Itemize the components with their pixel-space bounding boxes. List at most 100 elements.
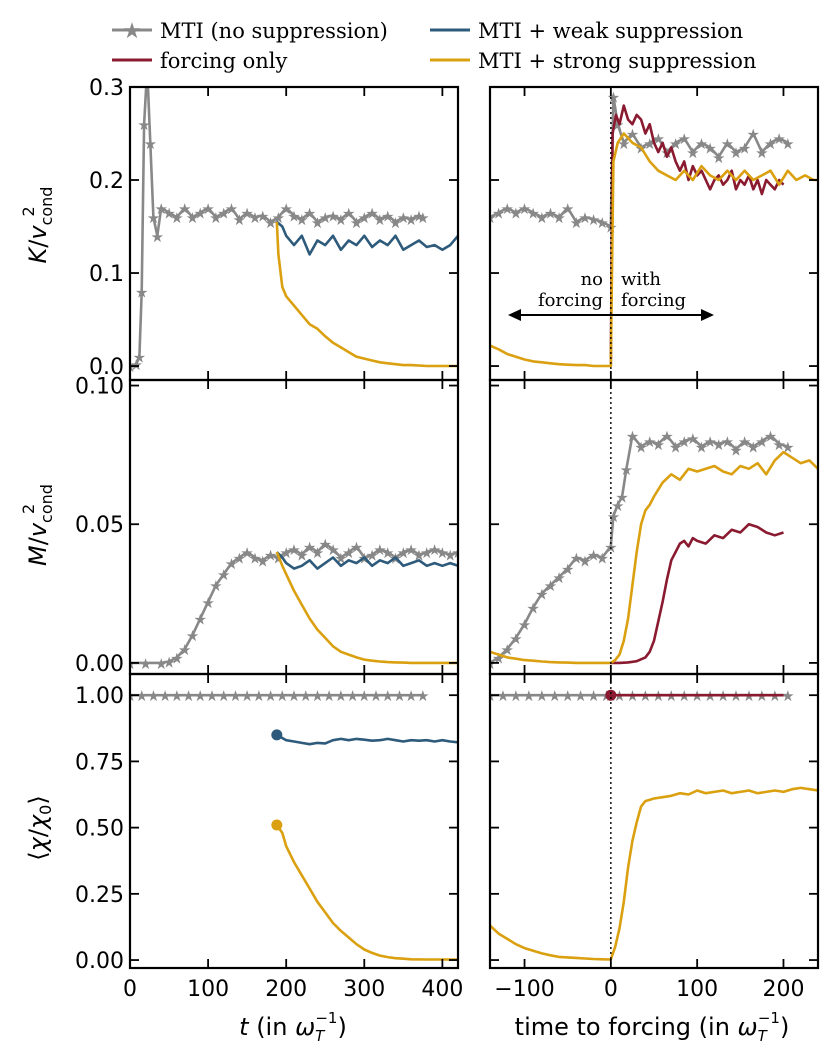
- star-marker: ★: [552, 569, 565, 587]
- star-marker: ★: [518, 200, 531, 218]
- star-marker: ★: [252, 687, 265, 705]
- y-tick-label: 0.50: [75, 817, 124, 842]
- star-marker: ★: [373, 211, 386, 229]
- star-marker: ★: [526, 599, 539, 617]
- star-marker: ★: [229, 687, 242, 705]
- star-marker: ★: [496, 687, 509, 705]
- star-marker: ★: [703, 139, 716, 157]
- panel-frame: [488, 378, 820, 676]
- star-marker: ★: [578, 552, 591, 570]
- star-marker: ★: [548, 687, 561, 705]
- forcing-annotation: no forcing with forcing: [508, 269, 714, 321]
- y-tick-label: 0.00: [75, 949, 124, 974]
- star-marker: ★: [170, 649, 183, 667]
- star-marker: ★: [350, 538, 363, 556]
- star-marker: ★: [397, 209, 410, 227]
- star-marker: ★: [209, 577, 222, 595]
- arrow-right-icon: [701, 309, 714, 321]
- star-marker: ★: [611, 497, 624, 515]
- star-marker: ★: [772, 436, 785, 454]
- star-marker: ★: [233, 550, 246, 568]
- star-marker: ★: [334, 211, 347, 229]
- y-tick-label: 0.05: [75, 513, 124, 538]
- star-marker: ★: [501, 641, 514, 659]
- x-axis-label-left: t (in ωT−1): [239, 1009, 347, 1045]
- star-marker: ★: [256, 207, 269, 225]
- star-marker: ★: [626, 427, 639, 445]
- star-marker: ★: [272, 209, 285, 227]
- star-marker: ★: [123, 655, 136, 673]
- star-marker: ★: [287, 207, 300, 225]
- start-dot-marker: [271, 819, 283, 831]
- y-tick-label: 0.2: [89, 169, 124, 194]
- star-marker: ★: [570, 550, 583, 568]
- star-marker: ★: [135, 687, 148, 705]
- star-marker: ★: [162, 654, 175, 672]
- star-marker: ★: [178, 641, 191, 659]
- star-marker: ★: [373, 541, 386, 559]
- star-marker: ★: [404, 541, 417, 559]
- star-marker: ★: [217, 205, 230, 223]
- star-marker: ★: [311, 214, 324, 232]
- star-marker: ★: [217, 566, 230, 584]
- star-marker: ★: [535, 586, 548, 604]
- star-marker: ★: [634, 439, 647, 457]
- star-marker: ★: [248, 209, 261, 227]
- star-marker: ★: [561, 200, 574, 218]
- star-marker: ★: [393, 687, 406, 705]
- start-dot-marker: [271, 729, 283, 741]
- y-axis-label-m: M/vcond2: [19, 484, 56, 566]
- star-marker: ★: [607, 88, 620, 106]
- series-line-mti-strong-suppression: [490, 132, 818, 368]
- star-marker: ★: [587, 547, 600, 565]
- star-marker: ★: [535, 687, 548, 705]
- legend-entry-forcing-only: forcing only: [112, 49, 287, 73]
- star-marker: ★: [194, 205, 207, 223]
- star-marker: ★: [147, 209, 160, 227]
- panel-r2-c0: ★★★★★★★★★★★★★★★★★★★★★★★★★★: [130, 687, 458, 961]
- star-marker: ★: [451, 544, 464, 562]
- star-marker: ★: [492, 205, 505, 223]
- star-marker: ★: [201, 200, 214, 218]
- panel-frame: [128, 378, 460, 676]
- star-marker: ★: [721, 135, 734, 153]
- star-marker: ★: [643, 433, 656, 451]
- x-tick-label: 100: [676, 977, 718, 1002]
- star-marker: ★: [365, 547, 378, 565]
- star-marker: ★: [738, 139, 751, 157]
- svg-text:⟨χ/χ0⟩: ⟨χ/χ0⟩: [24, 795, 55, 860]
- star-marker: ★: [755, 433, 768, 451]
- star-marker: ★: [747, 439, 760, 457]
- legend: ★ MTI (no suppression) forcing only MTI …: [112, 19, 756, 73]
- x-axis-label-right: time to forcing (in ωT−1): [515, 1009, 790, 1045]
- star-marker: ★: [686, 144, 699, 162]
- star-marker: ★: [416, 209, 429, 227]
- star-marker: ★: [201, 594, 214, 612]
- star-marker: ★: [147, 687, 160, 705]
- star-marker: ★: [416, 687, 429, 705]
- svg-text:M/vcond2: M/vcond2: [19, 484, 56, 566]
- y-tick-label: 0.1: [89, 262, 124, 287]
- star-marker: ★: [139, 655, 152, 673]
- star-marker: ★: [240, 544, 253, 562]
- legend-entry-mti-no-suppression: ★ MTI (no suppression): [112, 19, 388, 44]
- star-marker: ★: [342, 544, 355, 562]
- annot-forcing-left: forcing: [538, 290, 603, 311]
- star-marker: ★: [781, 687, 794, 705]
- star-marker: ★: [518, 616, 531, 634]
- star-marker: ★: [660, 427, 673, 445]
- x-tick-label: −100: [494, 977, 554, 1002]
- star-marker: ★: [186, 627, 199, 645]
- panel-r1-c1: ★★★★★★★★★★★★★★★★★★★★★★★★★★★★★★★★★★★★★★: [490, 427, 818, 673]
- y-tick-label: 0.10: [75, 375, 124, 400]
- series-line-mti-strong-suppression: [275, 551, 458, 665]
- star-marker: ★: [144, 135, 157, 153]
- star-marker: ★: [552, 209, 565, 227]
- star-marker: ★: [615, 488, 628, 506]
- star-marker: ★: [381, 687, 394, 705]
- series-line-mti-no-suppression: [490, 95, 789, 228]
- star-marker: ★: [358, 209, 371, 227]
- star-marker: ★: [140, 60, 153, 78]
- star-marker: ★: [738, 433, 751, 451]
